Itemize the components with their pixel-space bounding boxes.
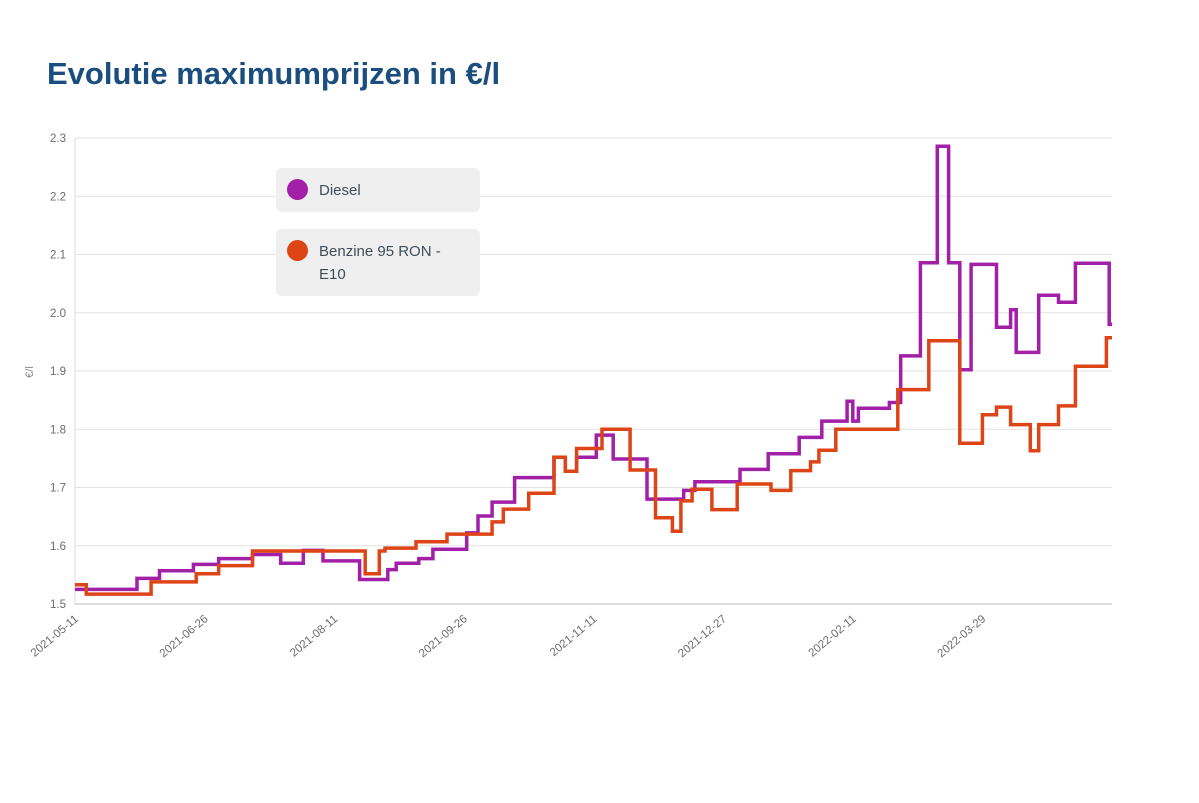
series-layer [75, 144, 1112, 596]
page-title: Evolutie maximumprijzen in €/l [47, 56, 501, 91]
y-axis-tick-label: 2.3 [50, 133, 66, 145]
x-axis-tick-label: 2021-05-11 [29, 613, 81, 659]
y-axis-tick-label: 2.2 [50, 191, 66, 203]
y-axis-tick-label: 1.9 [50, 366, 66, 378]
benzine-swatch-icon [287, 240, 308, 261]
x-axis-tick-label: 2022-03-29 [936, 613, 989, 660]
grid-layer [74, 137, 1112, 605]
y-axis-tick-label: 1.7 [50, 483, 66, 495]
x-axis-tick-label: 2021-06-26 [158, 613, 211, 660]
y-axis-tick-label: 1.8 [50, 424, 66, 436]
x-axis-tick-label: 2021-09-26 [417, 613, 470, 660]
legend-item-benzine[interactable]: Benzine 95 RON - E10 [276, 229, 480, 296]
diesel-swatch-icon [287, 179, 308, 200]
y-axis-tick-label: 2.1 [50, 250, 66, 262]
chart-legend: Diesel Benzine 95 RON - E10 [276, 168, 480, 296]
x-axis-tick-labels: 2021-05-11 2021-06-26 2021-08-11 2021-09-26… [29, 613, 989, 660]
x-axis-tick-label: 2022-02-11 [807, 613, 859, 659]
y-axis-tick-label: 1.5 [50, 599, 66, 611]
x-axis-tick-label: 2021-08-11 [288, 613, 340, 659]
y-axis-tick-label: 1.6 [50, 541, 66, 553]
x-axis-tick-label: 2021-12-27 [676, 613, 729, 660]
x-axis-tick-label: 2021-11-11 [548, 613, 599, 659]
diesel-line [75, 144, 1112, 592]
legend-item-label: Diesel [319, 182, 361, 199]
legend-item-label: Benzine 95 RON - E10 [319, 243, 441, 283]
y-axis-tick-labels: 1.5 1.6 1.7 1.8 1.9 2.0 2.1 2.2 2.3 [50, 133, 66, 611]
y-axis-tick-label: 2.0 [50, 308, 66, 320]
y-axis-title: €/l [24, 366, 36, 378]
legend-item-diesel[interactable]: Diesel [276, 168, 480, 212]
benzine-line [75, 336, 1112, 596]
